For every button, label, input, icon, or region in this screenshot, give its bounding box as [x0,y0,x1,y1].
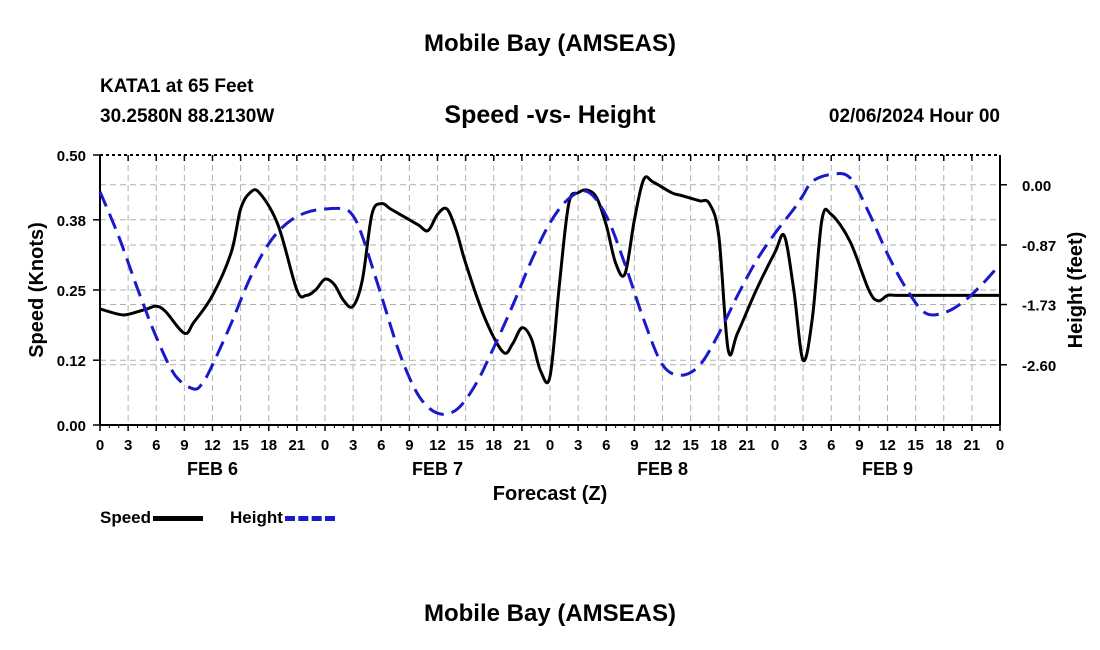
series-line-height [98,172,1002,416]
footer-title: Mobile Bay (AMSEAS) [423,600,677,627]
x-tick-label: 21 [739,437,756,454]
x-tick-label: 9 [405,437,413,454]
x-tick-label: 6 [602,437,610,454]
station-coordinates: 30.2580N 88.2130W [100,106,275,127]
x-tick-label: 21 [514,437,531,454]
day-label: FEB 8 [637,459,688,479]
x-tick-label: 18 [935,437,952,454]
y-tick-label: 0.25 [57,283,86,300]
y-tick-label: 0.38 [57,213,86,230]
x-tick-label: 18 [260,437,277,454]
x-tick-label: 21 [289,437,306,454]
x-tick-label: 0 [771,437,779,454]
legend-height-swatch [284,515,335,521]
x-tick-label: 12 [654,437,671,454]
day-label: FEB 6 [187,459,238,479]
y2-tick-label: -0.87 [1022,238,1056,255]
x-tick-label: 15 [232,437,249,454]
y2-tick-label: 0.00 [1022,178,1051,195]
x-tick-label: 0 [546,437,554,454]
chart-subtitle: Speed -vs- Height [444,101,656,129]
x-tick-label: 15 [682,437,699,454]
x-tick-label: 0 [96,437,104,454]
x-tick-label: 6 [827,437,835,454]
day-label: FEB 7 [412,459,463,479]
x-tick-label: 15 [907,437,924,454]
y-tick-label: 0.00 [57,418,86,435]
x-tick-label: 6 [152,437,160,454]
speed-height-chart: 0 3 6 9 12 15 18 21 0 3 6 9 12 15 18 21 0 3 6 9 12 15 18 21 0 3 6 9… [26,148,1087,505]
y2-tick-label: -2.60 [1022,358,1056,375]
x-tick-label: 21 [964,437,981,454]
x-tick-label: 15 [457,437,474,454]
x-axis-title: Forecast (Z) [493,483,607,505]
x-tick-label: 12 [204,437,221,454]
x-tick-label: 3 [349,437,357,454]
x-tick-label: 18 [710,437,727,454]
day-label: FEB 9 [862,459,913,479]
legend-height-label: Height [230,508,283,527]
x-tick-label: 3 [574,437,582,454]
legend-height: Height [230,508,335,528]
x-tick-label: 9 [630,437,638,454]
x-tick-label: 12 [429,437,446,454]
legend-speed-label: Speed [100,508,152,527]
station-label: KATA1 at 65 Feet [100,76,254,97]
y-tick-label: 0.12 [57,353,86,370]
y-axis-title: Speed (Knots) [26,222,48,358]
x-tick-label: 0 [996,437,1004,454]
x-tick-label: 12 [879,437,896,454]
legend-speed: Speed [100,508,204,528]
page-title: Mobile Bay (AMSEAS) [423,30,677,57]
x-tick-label: 3 [124,437,132,454]
legend-speed-swatch [153,515,204,521]
y2-axis-title: Height (feet) [1065,232,1087,349]
series-line-speed [99,175,1000,385]
x-tick-label: 0 [321,437,329,454]
x-tick-label: 6 [377,437,385,454]
x-tick-label: 9 [180,437,188,454]
y-tick-label: 0.50 [57,148,86,165]
x-tick-label: 18 [485,437,502,454]
forecast-datetime: 02/06/2024 Hour 00 [828,106,1000,127]
x-tick-label: 9 [855,437,863,454]
y2-tick-label: -1.73 [1022,298,1056,315]
x-tick-label: 3 [799,437,807,454]
